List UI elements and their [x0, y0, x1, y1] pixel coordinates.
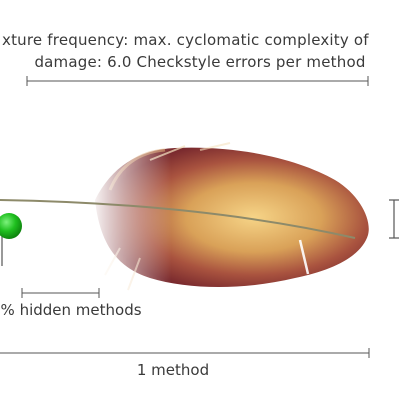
- feather-glyph: [0, 140, 380, 300]
- hidden-methods-scale-bar: [21, 288, 100, 298]
- caption-line-1: xture frequency: max. cyclomatic complex…: [2, 31, 369, 49]
- method-label: 1 method: [136, 361, 210, 379]
- height-scale-bar: [389, 199, 399, 239]
- feather-rachis: [0, 199, 356, 239]
- green-ball-marker: [0, 213, 22, 239]
- hidden-methods-label: 0% hidden methods: [0, 301, 142, 319]
- method-scale-bar: [0, 348, 370, 358]
- caption-line-2: damage: 6.0 Checkstyle errors per method: [34, 53, 366, 71]
- caption-scale-bar: [26, 76, 369, 86]
